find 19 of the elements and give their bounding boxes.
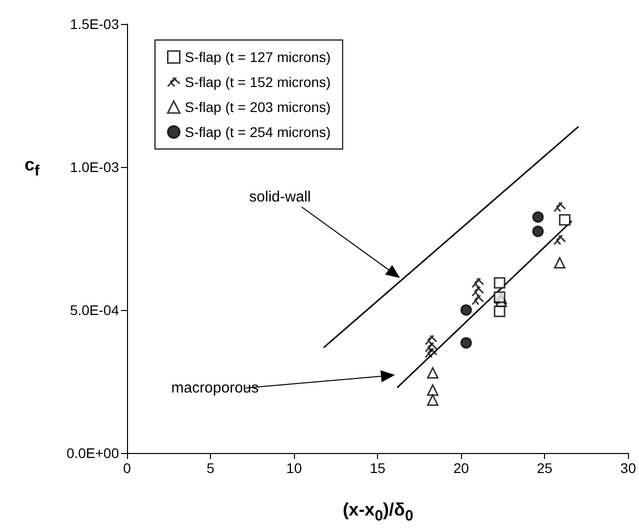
legend-label: S-flap (t = 254 microns) xyxy=(184,124,331,140)
x-axis-title: (x-x$_{0}$)/δ$_{0}$ xyxy=(342,500,414,524)
x-tick-label: 0 xyxy=(123,460,132,476)
annotation: solid-wall xyxy=(249,188,311,206)
legend-label: S-flap (t = 203 microns) xyxy=(184,99,331,115)
x-tick-label: 10 xyxy=(286,460,302,476)
legend-label: S-flap (t = 127 microns) xyxy=(184,49,331,65)
y-axis-title: c$_{f}$ xyxy=(24,154,40,180)
legend-label: S-flap (t = 152 microns) xyxy=(184,74,331,90)
annotation: macroporous xyxy=(171,380,259,396)
x-tick-label: 30 xyxy=(620,460,636,476)
x-tick-label: 5 xyxy=(206,460,215,476)
x-tick-label: 15 xyxy=(370,460,386,476)
y-tick-label: 1.5E-03 xyxy=(70,16,120,32)
x-tick-label: 25 xyxy=(536,460,553,476)
y-tick-label: 0.0E+00 xyxy=(66,445,120,461)
y-tick-label: 5.0E-04 xyxy=(70,302,120,318)
x-tick-label: 20 xyxy=(453,460,470,476)
y-tick-label: 1.0E-03 xyxy=(70,159,120,175)
